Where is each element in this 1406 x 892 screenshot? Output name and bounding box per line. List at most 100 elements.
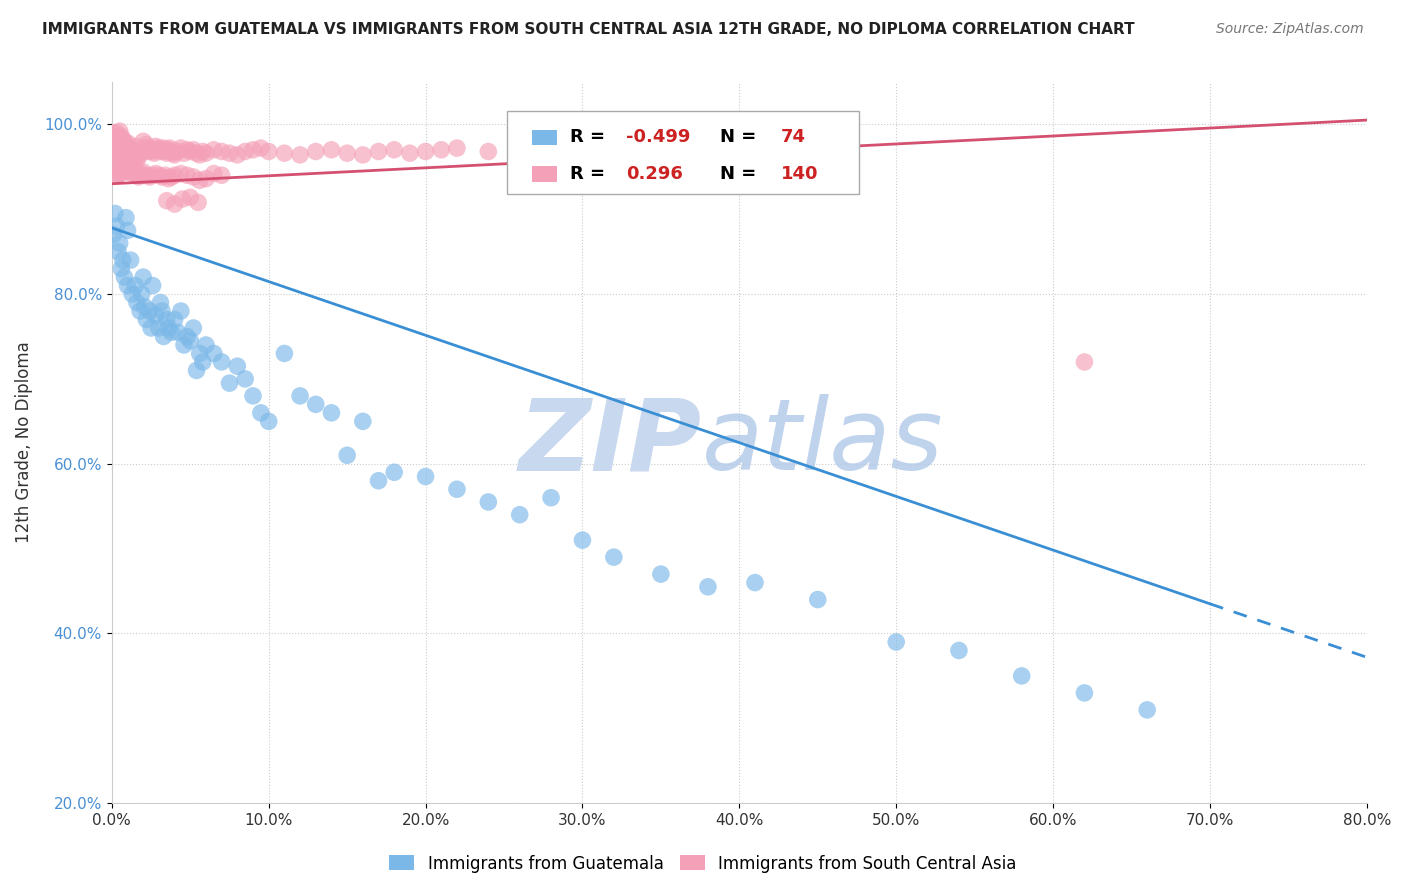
Point [115, 211, 138, 225]
Point [540, 491, 562, 505]
Point [104, 206, 127, 220]
Point [211, 355, 233, 369]
Point [382, 143, 405, 157]
Point [117, 160, 139, 174]
Point [211, 168, 233, 182]
Point [352, 414, 374, 428]
Point [650, 567, 672, 582]
Point [135, 312, 157, 326]
Point [202, 346, 225, 360]
Point [122, 146, 145, 161]
Point [110, 139, 132, 153]
Point [191, 145, 214, 159]
Point [148, 168, 170, 182]
FancyBboxPatch shape [508, 111, 859, 194]
Point [188, 346, 211, 360]
Point [142, 278, 165, 293]
Point [107, 141, 129, 155]
Point [509, 146, 531, 161]
Point [173, 338, 195, 352]
Point [103, 143, 125, 157]
Point [107, 131, 129, 145]
Point [129, 304, 152, 318]
Point [218, 376, 240, 391]
Legend: Immigrants from Guatemala, Immigrants from South Central Asia: Immigrants from Guatemala, Immigrants fr… [382, 848, 1024, 880]
Point [179, 190, 201, 204]
Point [202, 167, 225, 181]
Point [136, 145, 159, 159]
Point [697, 580, 720, 594]
Point [288, 389, 311, 403]
Point [111, 154, 134, 169]
Point [226, 359, 249, 374]
Point [125, 295, 148, 310]
Point [166, 325, 188, 339]
Point [108, 124, 131, 138]
Point [131, 143, 153, 157]
Point [163, 168, 186, 182]
Point [1073, 355, 1095, 369]
Point [145, 308, 167, 322]
Text: 140: 140 [780, 165, 818, 183]
Point [233, 372, 256, 386]
Point [179, 145, 201, 159]
Point [104, 151, 127, 165]
Y-axis label: 12th Grade, No Diploma: 12th Grade, No Diploma [15, 342, 32, 543]
Point [120, 143, 142, 157]
Point [183, 321, 205, 335]
Point [540, 143, 562, 157]
Point [352, 148, 374, 162]
Point [112, 134, 135, 148]
Point [117, 223, 139, 237]
Text: R =: R = [569, 165, 612, 183]
Point [111, 253, 134, 268]
Point [305, 145, 328, 159]
Point [156, 194, 179, 208]
Point [111, 143, 134, 157]
Point [321, 143, 343, 157]
Point [122, 158, 145, 172]
Point [157, 143, 180, 157]
Point [173, 146, 195, 161]
Point [131, 287, 153, 301]
Point [186, 146, 208, 161]
Point [143, 146, 166, 161]
Point [163, 148, 186, 162]
Point [257, 145, 280, 159]
Point [807, 592, 830, 607]
Point [107, 153, 129, 167]
Point [117, 160, 139, 174]
Point [104, 130, 127, 145]
Point [112, 145, 135, 159]
Point [103, 134, 125, 148]
Point [124, 139, 146, 153]
Point [117, 136, 139, 150]
Point [226, 148, 249, 162]
Point [149, 295, 172, 310]
Point [179, 334, 201, 348]
Point [336, 146, 359, 161]
Point [191, 355, 214, 369]
Point [125, 153, 148, 167]
Point [135, 137, 157, 152]
Point [172, 192, 194, 206]
Point [103, 126, 125, 140]
Point [153, 168, 176, 182]
Text: Source: ZipAtlas.com: Source: ZipAtlas.com [1216, 22, 1364, 37]
Point [105, 126, 128, 140]
Point [156, 312, 179, 326]
Point [218, 146, 240, 161]
Point [112, 270, 135, 285]
Point [115, 146, 138, 161]
Point [948, 643, 970, 657]
Point [138, 169, 160, 184]
Point [170, 167, 193, 181]
Point [150, 169, 173, 184]
Point [744, 575, 766, 590]
Point [152, 329, 174, 343]
Point [1136, 703, 1159, 717]
Point [157, 321, 180, 335]
Point [112, 165, 135, 179]
Point [477, 495, 499, 509]
Point [160, 145, 183, 159]
